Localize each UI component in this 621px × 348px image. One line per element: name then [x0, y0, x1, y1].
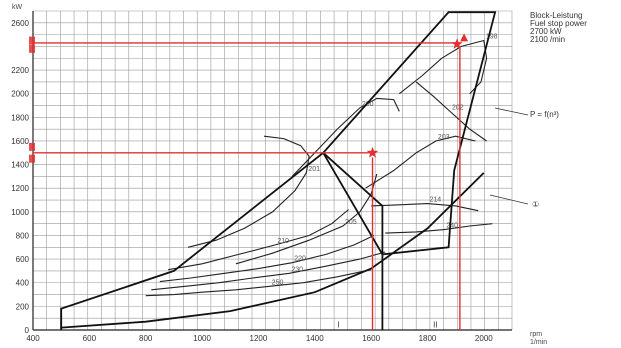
markers: [29, 33, 469, 163]
x-tick-label: 1400: [306, 334, 324, 343]
y-tick-label: 2600: [11, 19, 29, 28]
legend-line: Fuel stop power: [530, 19, 587, 28]
x-tick-label: 400: [26, 334, 40, 343]
series-block-power-line: [322, 152, 384, 330]
axis-marker: [29, 44, 35, 53]
x-tick-label: 2000: [475, 334, 493, 343]
contour-label: 201: [308, 166, 320, 173]
x-tick-label: 1000: [193, 334, 211, 343]
star-marker: [366, 146, 379, 158]
contour-lines: 198 200 201 202 203 205 210 214 220 230 240 250: [145, 34, 498, 297]
series-lines: [33, 11, 497, 330]
contour-line: [365, 135, 476, 189]
y-tick-label: 600: [16, 255, 30, 264]
contour-line: [151, 251, 386, 291]
contour-line: [371, 203, 479, 212]
contour-label: 250: [272, 279, 284, 286]
axis-marker: [29, 36, 35, 45]
x-tick-label: 1800: [419, 334, 437, 343]
y-tick-label: 0: [25, 326, 30, 335]
annotation-text: P = f(n³): [530, 110, 559, 119]
y-tick-label: 1800: [11, 113, 29, 122]
contour-line: [385, 223, 493, 234]
contour-label: 220: [294, 256, 306, 263]
contour-label: 205: [345, 219, 357, 226]
contour-line: [168, 209, 349, 271]
series-propeller-curve: [61, 172, 485, 329]
y-tick-label: 400: [16, 279, 30, 288]
contour-label: 210: [277, 238, 289, 245]
x-unit-label: 1/min: [530, 339, 547, 346]
star-marker: [451, 38, 463, 49]
contour-line: [159, 235, 375, 283]
y-tick-label: 1600: [11, 137, 29, 146]
contour-line: [187, 135, 310, 248]
legend-line: 2100 /min: [530, 35, 565, 44]
y-tick-label: 800: [16, 231, 30, 240]
annotation-leader: [494, 107, 529, 116]
y-tick-label: 200: [16, 302, 30, 311]
x-tick-label: 600: [83, 334, 97, 343]
annotation-text: ①: [532, 200, 539, 209]
tick-labels: 400 600 800 1000 1200 1400 1600 1800 2000 0 200 400…: [11, 4, 547, 346]
contour-line: [398, 39, 488, 95]
contour-label: 198: [486, 34, 498, 41]
annotation-text: II: [433, 321, 437, 330]
x-unit-label: rpm: [530, 331, 542, 338]
contour-label: 214: [429, 197, 441, 204]
series-max-power-envelope: [60, 11, 497, 330]
legend-line: 2700 kW: [530, 27, 562, 36]
contour-label: 240: [446, 223, 458, 230]
contour-line: [415, 81, 487, 142]
contour-label: 200: [362, 101, 374, 108]
axis-marker: [29, 154, 35, 163]
annotations: P = f(n³)①I II: [337, 107, 559, 330]
y-tick-label: 1200: [11, 184, 29, 193]
y-tick-label: 1400: [11, 161, 29, 170]
x-tick-label: 1600: [362, 334, 380, 343]
chart-axes: [32, 11, 512, 331]
contour-line: [235, 173, 378, 265]
y-tick-label: 1000: [11, 208, 29, 217]
x-tick-label: 1200: [250, 334, 268, 343]
contour-line: [145, 269, 372, 297]
contour-label: 202: [452, 104, 464, 111]
y-tick-label: 2000: [11, 90, 29, 99]
contour-label: 230: [291, 266, 303, 273]
annotation-text: I: [337, 321, 339, 330]
legend-line: Block-Leistung: [530, 11, 582, 20]
arrow-marker: [460, 33, 469, 42]
axis-marker: [29, 142, 35, 151]
x-tick-label: 800: [139, 334, 153, 343]
contour-label: 203: [438, 134, 450, 141]
y-tick-label: 2200: [11, 66, 29, 75]
y-unit-label: kW: [12, 4, 23, 11]
annotation-leader: [489, 194, 529, 205]
